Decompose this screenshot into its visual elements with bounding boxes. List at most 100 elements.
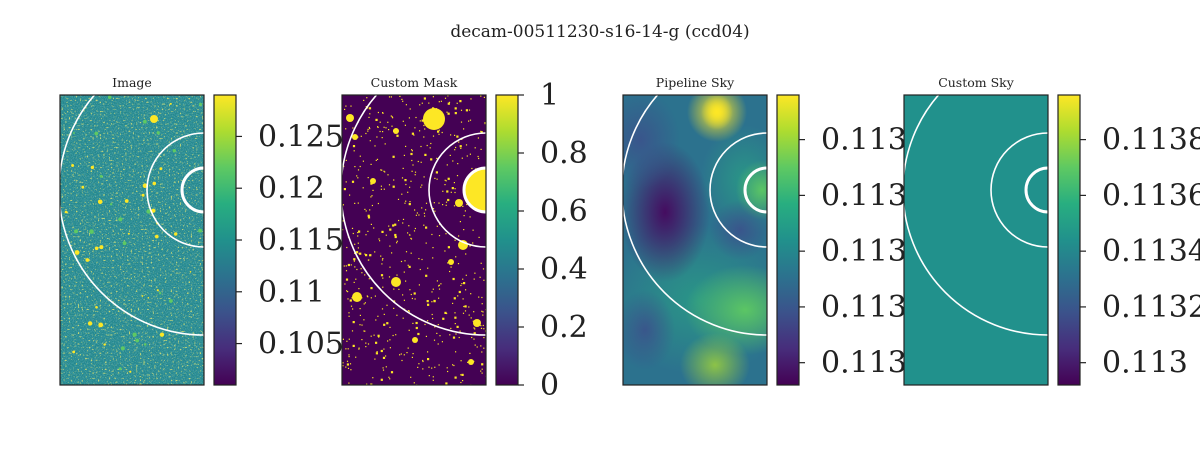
mask-speck [417, 366, 419, 368]
mask-speck [463, 128, 465, 130]
mask-speck [381, 259, 384, 261]
mask-speck [370, 287, 373, 290]
mask-speck [412, 164, 414, 166]
pipeline-sky-frame [622, 94, 768, 386]
mask-speck [365, 346, 367, 348]
colorbar-gradient [1058, 95, 1080, 385]
mask-speck [455, 146, 457, 149]
mask-speck [368, 116, 370, 118]
mask-speck [348, 338, 350, 340]
mask-speck [481, 310, 483, 312]
mask-speck [478, 296, 480, 298]
mask-speck [365, 234, 367, 236]
mask-speck [402, 100, 404, 102]
mask-speck [365, 210, 367, 212]
mask-speck [483, 328, 485, 330]
mask-speck [456, 325, 459, 328]
mask-speck [382, 277, 384, 279]
mask-speck [454, 323, 456, 325]
colorbar-custom-mask: 0 0.2 0.4 0.6 0.8 1 [495, 78, 588, 403]
mask-speck [465, 289, 467, 291]
mask-speck [446, 190, 449, 193]
mask-speck [369, 128, 371, 130]
image-source [89, 229, 94, 234]
mask-speck [481, 363, 484, 366]
image-source [95, 306, 98, 309]
mask-speck [377, 315, 379, 317]
mask-speck [436, 332, 438, 334]
mask-speck [359, 252, 362, 255]
mask-speck [383, 170, 385, 172]
mask-frame [341, 94, 487, 386]
mask-speck [483, 347, 485, 349]
mask-speck [455, 333, 457, 335]
mask-speck [438, 284, 440, 286]
image-source [74, 250, 80, 255]
mask-speck [382, 112, 384, 114]
mask-speck [476, 346, 478, 348]
mask-speck [354, 202, 356, 204]
mask-speck [425, 209, 427, 211]
mask-speck [453, 182, 455, 184]
mask-speck [432, 135, 435, 137]
mask-speck [381, 169, 383, 171]
mask-speck [455, 256, 457, 258]
mask-speck [424, 153, 427, 156]
mask-speck [424, 323, 426, 326]
mask-speck [473, 327, 475, 329]
mask-speck [382, 367, 384, 369]
mask-speck [482, 314, 484, 316]
image-overlay-circles [60, 95, 204, 336]
mask-speck [345, 270, 348, 272]
mask-speck [396, 274, 398, 276]
mask-speck [383, 348, 385, 350]
mask-speck [345, 128, 347, 130]
mask-speck [444, 250, 446, 252]
mask-speck [435, 171, 438, 174]
mask-speck [350, 305, 353, 307]
mask-speck [409, 289, 411, 291]
mask-speck [405, 104, 407, 106]
mask-speck [359, 308, 361, 310]
mask-speck [483, 96, 485, 98]
mask-speck [469, 245, 471, 247]
mask-speck [369, 140, 371, 142]
panel-title-pipeline-sky: Pipeline Sky [656, 75, 735, 90]
colorbar-tick-label: 0.125 [258, 119, 344, 154]
mask-speck [461, 373, 464, 376]
mask-speck [474, 147, 476, 149]
mask-speck [399, 95, 401, 97]
mask-speck [379, 130, 381, 133]
mask-speck [428, 366, 430, 368]
mask-speck [454, 134, 456, 136]
image-source [156, 131, 160, 135]
mask-speck [352, 145, 356, 148]
colorbar-ticks: 0 0.2 0.4 0.6 0.8 1 [518, 78, 588, 403]
mask-speck [403, 271, 405, 273]
mask-speck [389, 378, 391, 380]
mask-speck [396, 242, 398, 244]
mask-speck [423, 97, 426, 100]
image-source [87, 321, 93, 326]
mask-speck [415, 326, 418, 330]
mask-speck [343, 265, 345, 267]
mask-speck [460, 121, 463, 123]
image-source [118, 219, 120, 221]
mask-speck [427, 351, 429, 353]
mask-speck [480, 148, 482, 150]
mask-speck [474, 344, 476, 346]
mask-speck [425, 274, 428, 277]
mask-speck [410, 180, 412, 182]
mask-speck [346, 340, 348, 342]
mask-speck [370, 196, 372, 198]
mask-speck [413, 134, 415, 136]
mask-speck [436, 225, 438, 227]
mask-speck [459, 100, 462, 103]
mask-speck [380, 185, 382, 187]
image-source [99, 245, 104, 250]
image-source [151, 208, 156, 213]
mask-speck [364, 253, 366, 255]
mask-speck [447, 112, 450, 115]
mask-speck [367, 259, 369, 261]
mask-speck [457, 295, 459, 297]
